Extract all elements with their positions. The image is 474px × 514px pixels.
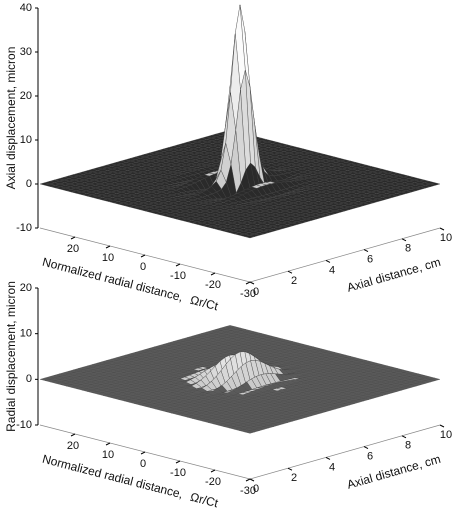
y-tick: [287, 270, 293, 274]
x-tick: [105, 245, 111, 249]
y-tick-label: 0: [253, 286, 259, 298]
y-tick: [325, 259, 331, 263]
x-tick-label: -30: [240, 485, 256, 497]
y-tick-label: 6: [367, 451, 373, 463]
z-tick-label: 10: [20, 134, 32, 146]
z-tick-label: 30: [20, 46, 32, 58]
x-tick: [70, 433, 76, 437]
z-axis-label: Axial displacement, micron: [4, 47, 18, 190]
y-tick-label: 10: [440, 429, 452, 441]
y-tick-label: 4: [329, 461, 335, 473]
surface: [39, 325, 441, 434]
x-tick-label: -10: [170, 467, 186, 479]
y-tick-label: 2: [291, 472, 297, 484]
y-tick-label: 4: [329, 264, 335, 276]
y-tick-label: 6: [367, 254, 373, 266]
x-axis-label: Normalized radial distance, Ωr/Ct: [41, 255, 220, 314]
x-tick-label: 10: [102, 449, 114, 461]
y-tick-label: 8: [405, 440, 411, 452]
y-tick: [325, 456, 331, 460]
z-tick-label: 10: [20, 328, 32, 340]
x-tick: [175, 263, 181, 267]
x-tick-label: -10: [170, 270, 186, 282]
x-tick-label: 10: [102, 252, 114, 264]
z-axis-label: Radial displacement, micron: [4, 281, 18, 432]
x-tick-label: 0: [140, 261, 146, 273]
x-tick: [245, 478, 251, 482]
z-tick-label: -10: [16, 419, 32, 431]
z-tick-label: 20: [20, 90, 32, 102]
x-axis-label-unit: Ωr/Ct: [189, 490, 221, 511]
y-tick: [439, 424, 445, 428]
surface: [39, 4, 441, 239]
y-tick: [401, 238, 407, 242]
z-tick-label: 20: [20, 282, 32, 294]
y-tick: [287, 467, 293, 471]
y-tick-label: 10: [440, 232, 452, 244]
y-tick: [363, 249, 369, 253]
x-tick-label: -30: [240, 288, 256, 300]
z-tick-label: 40: [20, 2, 32, 14]
z-tick-label: 0: [26, 373, 32, 385]
y-tick: [363, 446, 369, 450]
z-tick-label: -10: [16, 222, 32, 234]
y-tick: [249, 281, 255, 285]
x-tick-label: 20: [67, 243, 79, 255]
y-tick: [401, 435, 407, 439]
y-tick-label: 8: [405, 243, 411, 255]
x-tick: [105, 442, 111, 446]
x-tick-label: -20: [205, 279, 221, 291]
surface-cell: [244, 235, 256, 239]
y-axis-label: Axial distance, cm: [345, 255, 442, 295]
x-tick-label: 20: [67, 440, 79, 452]
y-tick: [249, 478, 255, 482]
x-tick: [245, 281, 251, 285]
x-tick: [210, 469, 216, 473]
x-tick: [175, 460, 181, 464]
surface-cell: [244, 430, 256, 434]
y-tick-label: 2: [291, 275, 297, 287]
y-tick-label: 0: [253, 483, 259, 495]
x-tick-label: -20: [205, 476, 221, 488]
y-tick: [439, 227, 445, 231]
x-tick: [140, 254, 146, 258]
x-tick: [210, 272, 216, 276]
y-axis-label: Axial distance, cm: [345, 452, 442, 492]
x-axis-label: Normalized radial distance, Ωr/Ct: [41, 452, 220, 511]
x-axis-label-unit: Ωr/Ct: [189, 293, 221, 314]
x-tick: [140, 451, 146, 455]
z-tick-label: 0: [26, 178, 32, 190]
x-tick: [70, 236, 76, 240]
x-tick-label: 0: [140, 458, 146, 470]
